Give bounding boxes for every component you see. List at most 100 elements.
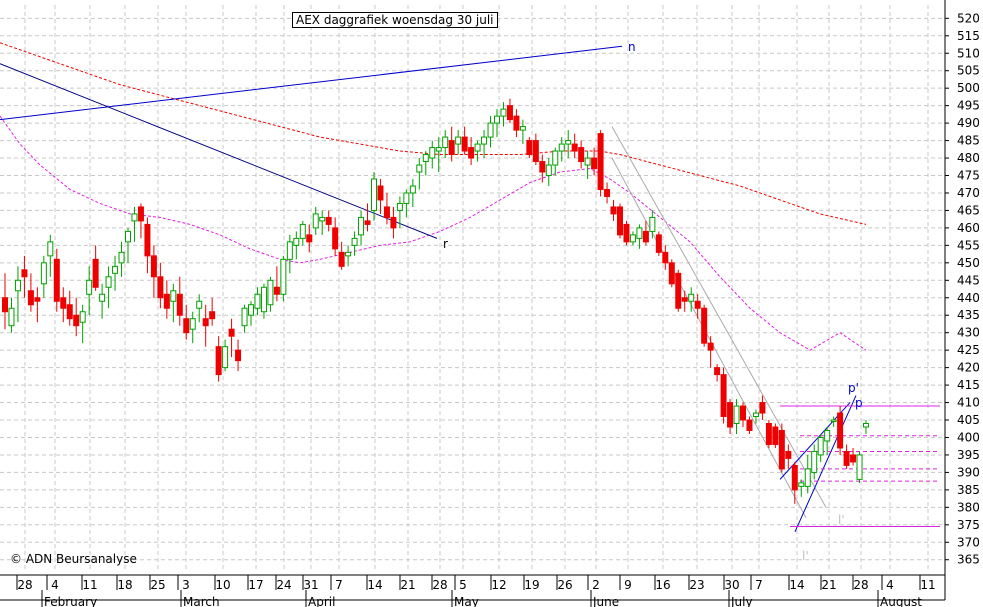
y-tick-label: 470 bbox=[957, 186, 980, 200]
candle-body bbox=[863, 423, 869, 428]
candle-body bbox=[299, 223, 306, 239]
x-tick-label: 21 bbox=[821, 578, 836, 592]
candle-body bbox=[545, 164, 552, 177]
candle-body bbox=[189, 318, 196, 330]
candle-body bbox=[170, 290, 177, 302]
candle-body bbox=[856, 454, 863, 480]
x-tick-label: 14 bbox=[789, 578, 804, 592]
candle-body bbox=[92, 258, 99, 288]
candle-body bbox=[306, 234, 313, 243]
candle-body bbox=[830, 419, 837, 423]
candle-body bbox=[817, 436, 824, 456]
candle-body bbox=[53, 258, 60, 302]
y-tick-label: 515 bbox=[957, 29, 980, 43]
y-tick-label: 495 bbox=[957, 99, 980, 113]
candle-body bbox=[66, 304, 73, 320]
x-axis: 28 4 11 18 25 3 10 17 24 31 7 14 21 28 5 12 19 26 2 9 16 23 30… bbox=[16, 575, 936, 607]
candle-body bbox=[338, 251, 345, 267]
y-tick-label: 460 bbox=[957, 221, 980, 235]
y-tick-label: 440 bbox=[957, 291, 980, 305]
candle-body bbox=[332, 227, 339, 250]
annotation-label: l' bbox=[838, 513, 845, 527]
x-tick-label: 11 bbox=[82, 578, 97, 592]
y-tick-label: 365 bbox=[957, 553, 980, 567]
candle-body bbox=[442, 136, 449, 149]
y-tick-label: 450 bbox=[957, 256, 980, 270]
candle-body bbox=[655, 234, 662, 253]
month-label: June bbox=[592, 595, 619, 607]
candle-body bbox=[811, 450, 818, 473]
candle-body bbox=[623, 223, 630, 243]
indicator-lines bbox=[0, 42, 940, 532]
candle-body bbox=[150, 255, 157, 278]
candle-body bbox=[843, 450, 850, 466]
y-tick-label: 430 bbox=[957, 326, 980, 340]
x-tick-label: 18 bbox=[117, 578, 132, 592]
candle-body bbox=[584, 157, 591, 166]
trendline-n bbox=[0, 45, 623, 121]
channel-upper bbox=[611, 126, 827, 508]
x-tick-label: 26 bbox=[557, 578, 572, 592]
x-tick-label: 11 bbox=[920, 578, 935, 592]
candle-body bbox=[222, 346, 229, 369]
y-tick-label: 475 bbox=[957, 169, 980, 183]
candle-body bbox=[319, 216, 326, 222]
candle-body bbox=[759, 402, 766, 414]
candle-body bbox=[804, 468, 811, 487]
candle-body bbox=[260, 286, 267, 313]
x-tick-label: 2 bbox=[592, 578, 600, 592]
y-tick-label: 405 bbox=[957, 413, 980, 427]
x-tick-label: 30 bbox=[724, 578, 739, 592]
candle-body bbox=[500, 108, 507, 117]
candle-body bbox=[435, 147, 442, 152]
candle-body bbox=[720, 374, 727, 418]
x-tick-label: 21 bbox=[400, 578, 415, 592]
candle-body bbox=[591, 157, 598, 170]
candle-body bbox=[241, 307, 248, 327]
candle-body bbox=[481, 136, 488, 145]
candle-body bbox=[273, 286, 280, 295]
grid bbox=[0, 5, 945, 570]
candle-body bbox=[403, 192, 410, 204]
candle-body bbox=[131, 213, 138, 222]
candle-body bbox=[390, 216, 397, 229]
candle-body bbox=[377, 185, 384, 201]
candle-body bbox=[371, 178, 377, 211]
candle-body bbox=[597, 133, 604, 190]
candle-body bbox=[778, 429, 785, 470]
trendline-r bbox=[0, 63, 438, 239]
candles bbox=[2, 98, 869, 504]
y-axis: 365 370 375 380 385 390 395 400 405 410 415 420 425 4… bbox=[945, 11, 980, 567]
y-tick-label: 415 bbox=[957, 378, 980, 392]
candle-body bbox=[701, 307, 708, 344]
y-tick-label: 505 bbox=[957, 64, 980, 78]
candle-body bbox=[351, 237, 358, 246]
candle-body bbox=[513, 115, 520, 131]
chart-frame bbox=[0, 0, 946, 601]
candle-body bbox=[345, 251, 352, 257]
annotation-label: r bbox=[443, 237, 448, 251]
y-tick-label: 480 bbox=[957, 151, 980, 165]
candle-body bbox=[837, 412, 844, 449]
candle-body bbox=[487, 122, 494, 138]
x-tick-label: 28 bbox=[853, 578, 868, 592]
x-tick-label: 7 bbox=[755, 578, 763, 592]
candle-body bbox=[396, 202, 403, 211]
candle-body bbox=[409, 185, 416, 194]
x-tick-label: 31 bbox=[303, 578, 318, 592]
x-tick-label: 17 bbox=[248, 578, 263, 592]
candle-body bbox=[506, 105, 513, 121]
candle-body bbox=[364, 220, 371, 225]
x-tick-label: 5 bbox=[459, 578, 467, 592]
candle-body bbox=[228, 328, 235, 337]
candle-body bbox=[79, 311, 86, 323]
candle-body bbox=[565, 140, 572, 145]
candle-body bbox=[539, 161, 546, 173]
annotation-label: l' bbox=[802, 549, 809, 563]
candle-body bbox=[461, 136, 468, 152]
candle-body bbox=[383, 206, 390, 218]
x-tick-label: 3 bbox=[182, 578, 190, 592]
y-tick-label: 445 bbox=[957, 273, 980, 287]
candle-body bbox=[798, 482, 805, 487]
y-tick-label: 485 bbox=[957, 134, 980, 148]
